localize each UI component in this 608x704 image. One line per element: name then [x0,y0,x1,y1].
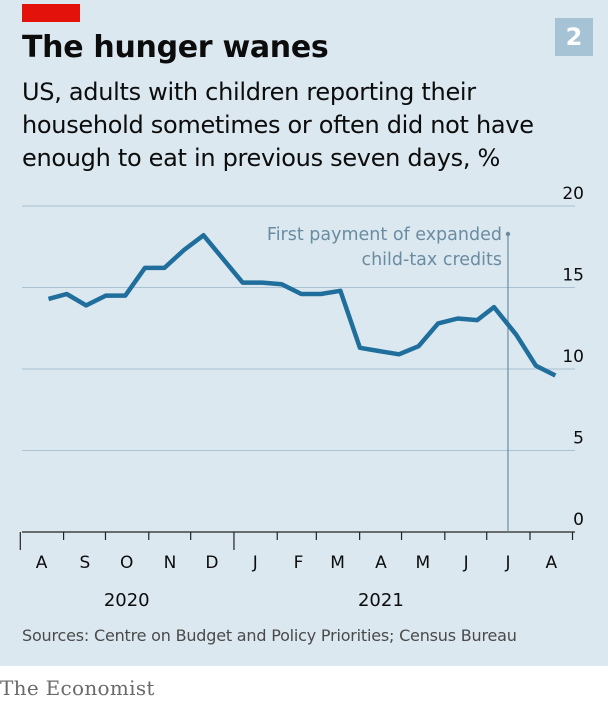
x-tick-label: N [164,553,177,573]
publisher-wordmark: The Economist [0,676,155,700]
annotation-text: child-tax credits [361,250,502,270]
chart-title: The hunger wanes [22,30,329,65]
chart-panel: The hunger wanes 2 US, adults with child… [0,0,608,666]
x-tick-label: J [463,553,469,573]
x-tick-label: A [375,553,387,573]
chart-number-badge: 2 [555,18,593,56]
x-tick-label: D [205,553,218,573]
x-tick-label: A [36,553,48,573]
x-tick-label: A [545,553,557,573]
year-label: 2020 [104,590,150,611]
x-tick-label: S [79,553,90,573]
y-tick-label: 10 [562,347,584,367]
x-tick-label: M [330,553,345,573]
annotation-dot [505,231,511,237]
x-tick-label: J [252,553,258,573]
chart-subtitle: US, adults with children reporting their… [22,78,534,172]
series-line [47,233,557,378]
y-tick-label: 15 [562,266,584,286]
x-tick-label: O [120,553,133,573]
x-tick-label: F [294,553,304,573]
y-tick-label: 0 [573,510,584,530]
year-label: 2021 [358,590,404,611]
y-tick-label: 5 [573,429,584,449]
x-tick-label: M [415,553,430,573]
annotation-text: First payment of expanded [267,225,502,245]
source-note: Sources: Centre on Budget and Policy Pri… [22,626,517,645]
x-tick-label: J [504,553,510,573]
brand-red-tag [22,4,80,22]
y-tick-label: 20 [562,184,584,204]
